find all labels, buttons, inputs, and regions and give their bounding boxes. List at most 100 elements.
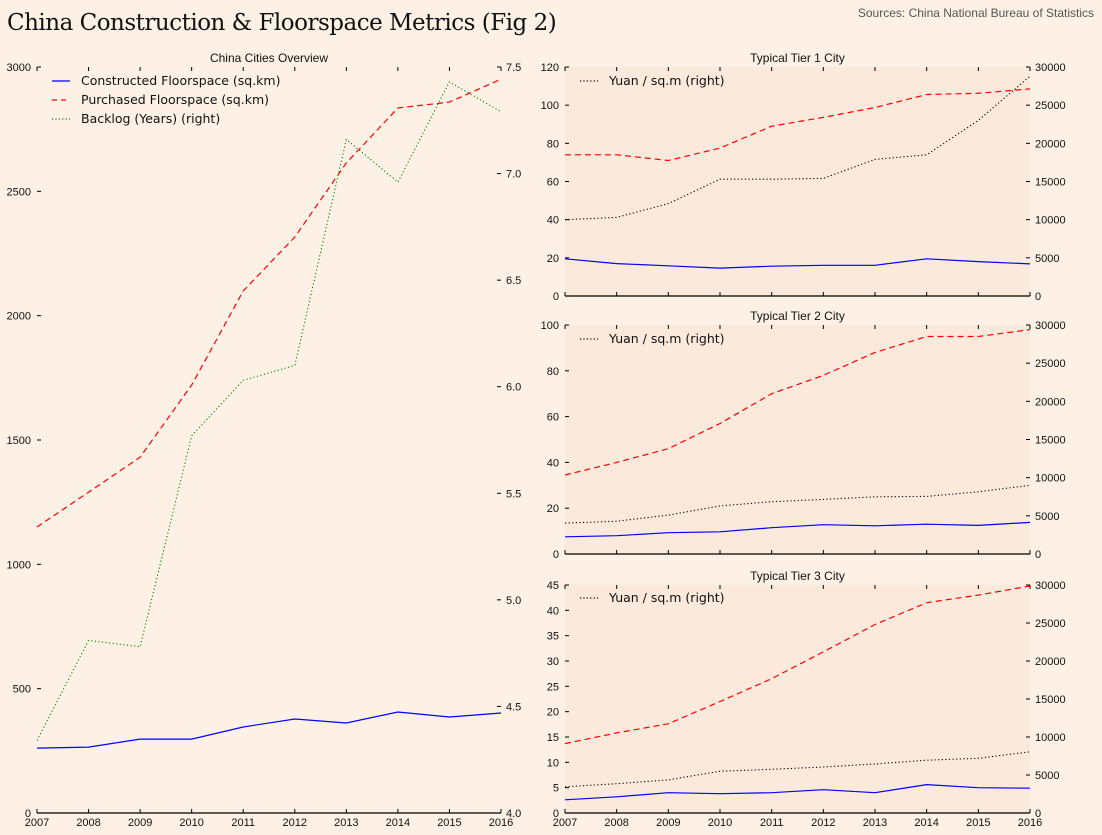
figure-title: China Construction & Floorspace Metrics … xyxy=(7,10,557,36)
x-tick-label: 2009 xyxy=(656,817,680,829)
y-tick-label: 30 xyxy=(547,656,559,668)
y-right-tick-label: 30000 xyxy=(1035,62,1066,74)
x-tick-label: 2016 xyxy=(489,817,513,829)
y-tick-label: 1500 xyxy=(7,435,31,447)
x-tick-label: 2007 xyxy=(25,817,49,829)
source-note: Sources: China National Bureau of Statis… xyxy=(857,6,1094,20)
y-right-tick-label: 15000 xyxy=(1035,694,1066,706)
x-tick-label: 2012 xyxy=(283,817,307,829)
series-line-yuan-sq-m-right xyxy=(564,484,1031,524)
legend: Yuan / sq.m (right) xyxy=(580,73,725,88)
y-right-tick-label: 25000 xyxy=(1035,618,1066,630)
y-tick-label: 0 xyxy=(553,808,559,820)
y-right-tick-label: 20000 xyxy=(1035,396,1066,408)
y-tick-label: 120 xyxy=(541,62,559,74)
y-right-tick-label: 25000 xyxy=(1035,100,1066,112)
y-right-tick-label: 5.5 xyxy=(506,488,521,500)
series-line-constructed-floorspace-sq-km xyxy=(564,521,1031,538)
x-tick-label: 2009 xyxy=(128,817,152,829)
y-right-tick-label: 0 xyxy=(1035,808,1041,820)
x-tick-label: 2014 xyxy=(386,817,410,829)
y-right-tick-label: 4.5 xyxy=(506,701,521,713)
y-tick-label: 2000 xyxy=(7,311,31,323)
panel-title: Typical Tier 2 City xyxy=(750,309,845,323)
y-right-tick-label: 6.5 xyxy=(506,275,521,287)
y-right-tick-label: 10000 xyxy=(1035,732,1066,744)
y-tick-label: 0 xyxy=(553,291,559,303)
x-tick-label: 2016 xyxy=(1018,817,1042,829)
y-tick-label: 25 xyxy=(547,681,559,693)
y-right-tick-label: 15000 xyxy=(1035,435,1066,447)
y-right-tick-label: 6.0 xyxy=(506,382,521,394)
legend-label: Yuan / sq.m (right) xyxy=(608,590,725,605)
y-tick-label: 20 xyxy=(547,707,559,719)
y-tick-label: 2500 xyxy=(7,186,31,198)
panel-tier-2: Typical Tier 2 City 0 20 40 60 80 100 0 5000 1000… xyxy=(541,309,1066,561)
series-line-purchased-floorspace-sq-km xyxy=(36,78,502,528)
x-tick-label: 2015 xyxy=(966,817,990,829)
y-right-tick-label: 30000 xyxy=(1035,320,1066,332)
y-right-tick-label: 25000 xyxy=(1035,358,1066,370)
series-line-yuan-sq-m-right xyxy=(564,75,1031,221)
plot-background xyxy=(565,585,1030,813)
series-line-purchased-floorspace-sq-km xyxy=(564,329,1031,476)
y-tick-label: 15 xyxy=(547,732,559,744)
y-tick-label: 1000 xyxy=(7,559,31,571)
x-tick-label: 2012 xyxy=(811,817,835,829)
y-tick-label: 500 xyxy=(13,684,31,696)
panel-title: Typical Tier 3 City xyxy=(750,569,845,583)
y-right-tick-label: 20000 xyxy=(1035,138,1066,150)
y-tick-label: 60 xyxy=(547,177,559,189)
x-tick-label: 2008 xyxy=(604,817,628,829)
y-right-tick-label: 30000 xyxy=(1035,580,1066,592)
y-tick-label: 40 xyxy=(547,605,559,617)
legend-label: Constructed Floorspace (sq.km) xyxy=(81,73,280,88)
y-tick-label: 60 xyxy=(547,412,559,424)
panel-title: China Cities Overview xyxy=(210,51,328,65)
panel-title: Typical Tier 1 City xyxy=(750,51,845,65)
legend: Yuan / sq.m (right) xyxy=(580,331,725,346)
y-tick-label: 5 xyxy=(553,783,559,795)
legend-label: Yuan / sq.m (right) xyxy=(608,331,725,346)
legend-label: Backlog (Years) (right) xyxy=(81,111,220,126)
series-line-constructed-floorspace-sq-km xyxy=(564,258,1031,269)
y-tick-label: 80 xyxy=(547,366,559,378)
y-right-tick-label: 0 xyxy=(1035,291,1041,303)
y-right-tick-label: 15000 xyxy=(1035,177,1066,189)
y-right-tick-label: 5000 xyxy=(1035,253,1059,265)
y-right-tick-label: 7.5 xyxy=(506,62,521,74)
y-tick-label: 100 xyxy=(541,100,559,112)
legend: Yuan / sq.m (right) xyxy=(580,590,725,605)
y-tick-label: 3000 xyxy=(7,62,31,74)
y-tick-label: 45 xyxy=(547,580,559,592)
x-tick-label: 2010 xyxy=(179,817,203,829)
y-right-tick-label: 20000 xyxy=(1035,656,1066,668)
series-line-backlog-years-right xyxy=(36,81,502,741)
y-tick-label: 40 xyxy=(547,457,559,469)
y-tick-label: 0 xyxy=(25,808,31,820)
y-right-tick-label: 4.0 xyxy=(506,808,521,820)
y-right-tick-label: 5000 xyxy=(1035,511,1059,523)
x-tick-label: 2011 xyxy=(231,817,255,829)
series-line-constructed-floorspace-sq-km xyxy=(36,711,502,749)
y-right-tick-label: 7.0 xyxy=(506,169,521,181)
y-right-tick-label: 0 xyxy=(1035,549,1041,561)
y-tick-label: 20 xyxy=(547,503,559,515)
x-tick-label: 2013 xyxy=(863,817,887,829)
x-tick-label: 2011 xyxy=(760,817,784,829)
y-tick-label: 35 xyxy=(547,631,559,643)
legend-label: Purchased Floorspace (sq.km) xyxy=(81,92,269,107)
y-tick-label: 0 xyxy=(553,549,559,561)
y-tick-label: 40 xyxy=(547,215,559,227)
x-tick-label: 2015 xyxy=(437,817,461,829)
legend: Constructed Floorspace (sq.km) Purchased … xyxy=(52,73,280,126)
y-right-tick-label: 10000 xyxy=(1035,473,1066,485)
y-right-tick-label: 5000 xyxy=(1035,770,1059,782)
y-right-tick-label: 5.0 xyxy=(506,595,521,607)
plot-background xyxy=(565,67,1030,296)
panel-overview: China Cities Overview 2007 2008 2009 2010 201… xyxy=(7,51,522,829)
y-tick-label: 80 xyxy=(547,138,559,150)
series-line-constructed-floorspace-sq-km xyxy=(564,783,1031,801)
